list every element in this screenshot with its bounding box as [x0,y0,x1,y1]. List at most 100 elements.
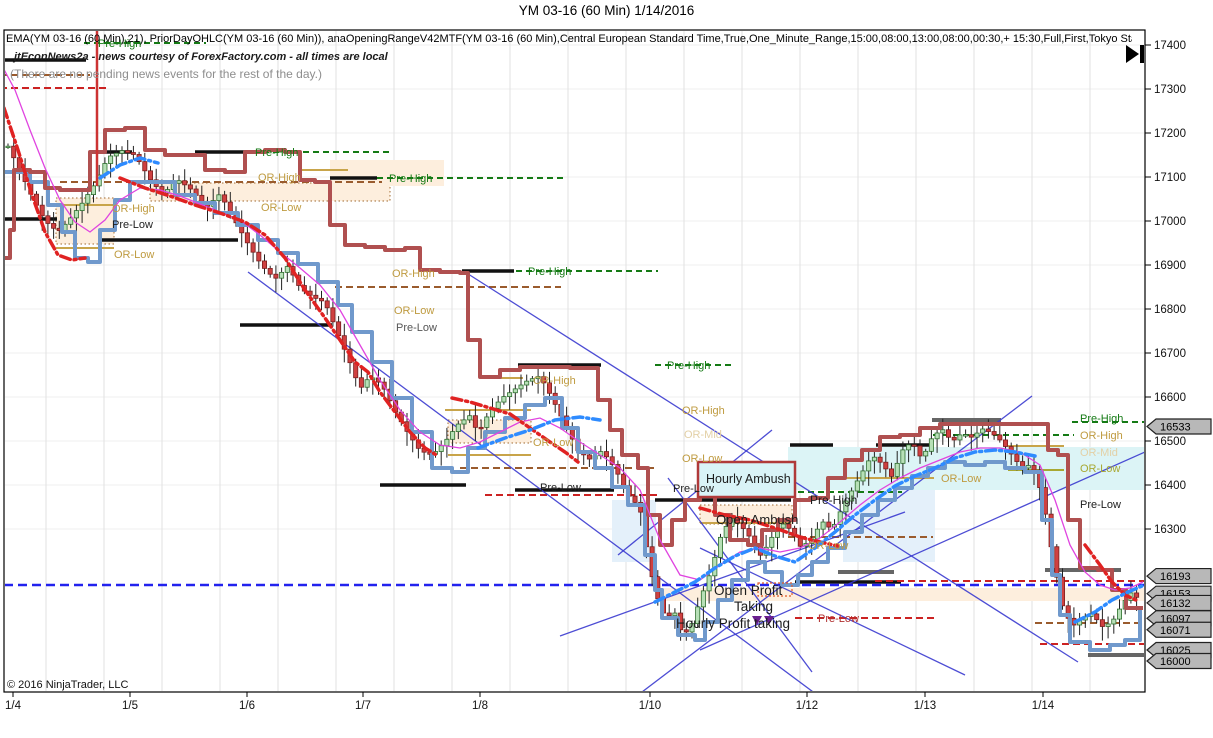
level-label: OR-High [258,172,301,184]
candle-body [182,180,188,186]
candle-body [1134,592,1140,598]
level-label: OR-Low [114,249,154,261]
candle-body [934,432,940,440]
replay-play-icon[interactable] [1126,45,1150,63]
candle-body [820,521,826,530]
level-label: Taking [734,599,773,614]
level-label: OR-Low [941,473,981,485]
level-label: OR-High [682,405,725,417]
candle-body [125,150,131,153]
candle-body [769,536,775,548]
candle-body [113,152,119,157]
candle-body [444,438,450,447]
level-label: OR-Low [261,202,301,214]
price-tag [1146,621,1212,638]
candle-body [284,266,290,273]
candle-body [706,575,712,592]
candle-body [273,273,279,279]
trendline[interactable] [699,547,966,676]
page-title: YM 03-16 (60 Min) 1/14/2016 [518,3,695,18]
candle-body [951,436,957,441]
price-tag [1146,418,1212,435]
candle-body [68,217,74,225]
candle-body [484,416,490,428]
candle-body [826,521,832,528]
candle-body [1105,623,1111,627]
candle-body [780,523,786,529]
candle-body [974,432,980,438]
y-tick-label: 16500 [1154,436,1186,448]
y-tick-label: 16400 [1154,480,1186,492]
candle-body [227,201,233,213]
level-label: OR-High [112,203,155,215]
candle-body [478,426,484,430]
candle-body [957,434,963,441]
candle-body [142,161,148,172]
candle-body [176,180,182,184]
candle-body [615,464,621,475]
candle-body [279,271,285,279]
news-status-text: (There are no pending news events for th… [10,67,322,81]
level-label: OR-Low [1080,463,1120,475]
candle-body [130,152,136,155]
hourly-ambush-zone [696,460,797,499]
copyright-text: © 2016 NinjaTrader, LLC [7,679,129,691]
candle-body [683,629,689,633]
candle-body [672,612,678,617]
candle-body [940,429,946,434]
trendline[interactable] [699,451,1145,651]
level-label: OR-Low [808,540,848,552]
level-label: Hourly Profit taking [676,616,790,631]
candle-body [250,242,256,253]
ema-line [5,69,1144,591]
candle-body [51,223,57,229]
indicator-settings-text: EMA(YM 03-16 (60 Min),21), PriorDayOHLC(… [6,33,1132,45]
candle-body [518,384,524,390]
indicator-zone [658,588,1144,601]
blue-trailing-stop-line [476,415,602,450]
candle-body [1094,613,1100,621]
x-tick-label: 1/12 [796,700,818,712]
price-tag [1146,567,1212,585]
x-tick-label: 1/7 [355,700,371,712]
red-trailing-stop-line [118,176,440,458]
news-source-text: jtEconNews2a - news courtesy of ForexFac… [14,51,388,63]
candle-body [45,215,51,224]
candle-body [906,444,912,451]
level-label: OR-Low [682,453,722,465]
candle-body [980,428,986,434]
candle-body [911,444,917,447]
candle-body [860,470,866,482]
play-bar-icon [1140,45,1144,63]
level-label: Pre-High [528,266,571,278]
candle-body [604,451,610,458]
candle-body [324,300,330,309]
candle-body [547,382,553,394]
candle-body [968,434,974,438]
x-tick-label: 1/5 [122,700,138,712]
candle-body [472,415,478,428]
candle-body [723,526,729,538]
trendline[interactable] [667,477,813,673]
level-label: Pre-Low [818,613,859,625]
x-tick-label: 1/8 [472,700,488,712]
candle-body [318,297,324,302]
candle-body [991,431,997,436]
level-label: Hourly Ambush [706,472,791,486]
candle-body [666,612,672,617]
level-label: Open Ambush [716,512,798,527]
level-label: Pre-High [255,147,298,159]
candle-body [529,378,535,382]
x-tick-label: 1/6 [239,700,255,712]
candle-body [467,415,473,421]
candle-body [814,528,820,540]
level-label: Pre-Low [112,219,153,231]
price-tag-label: 16193 [1160,571,1191,583]
y-tick-label: 17300 [1154,84,1186,96]
y-tick-label: 16900 [1154,260,1186,272]
candle-body [267,268,273,275]
y-tick-label: 16300 [1154,524,1186,536]
candle-body [119,150,125,154]
candle-body [330,307,336,323]
candle-body [609,456,615,465]
